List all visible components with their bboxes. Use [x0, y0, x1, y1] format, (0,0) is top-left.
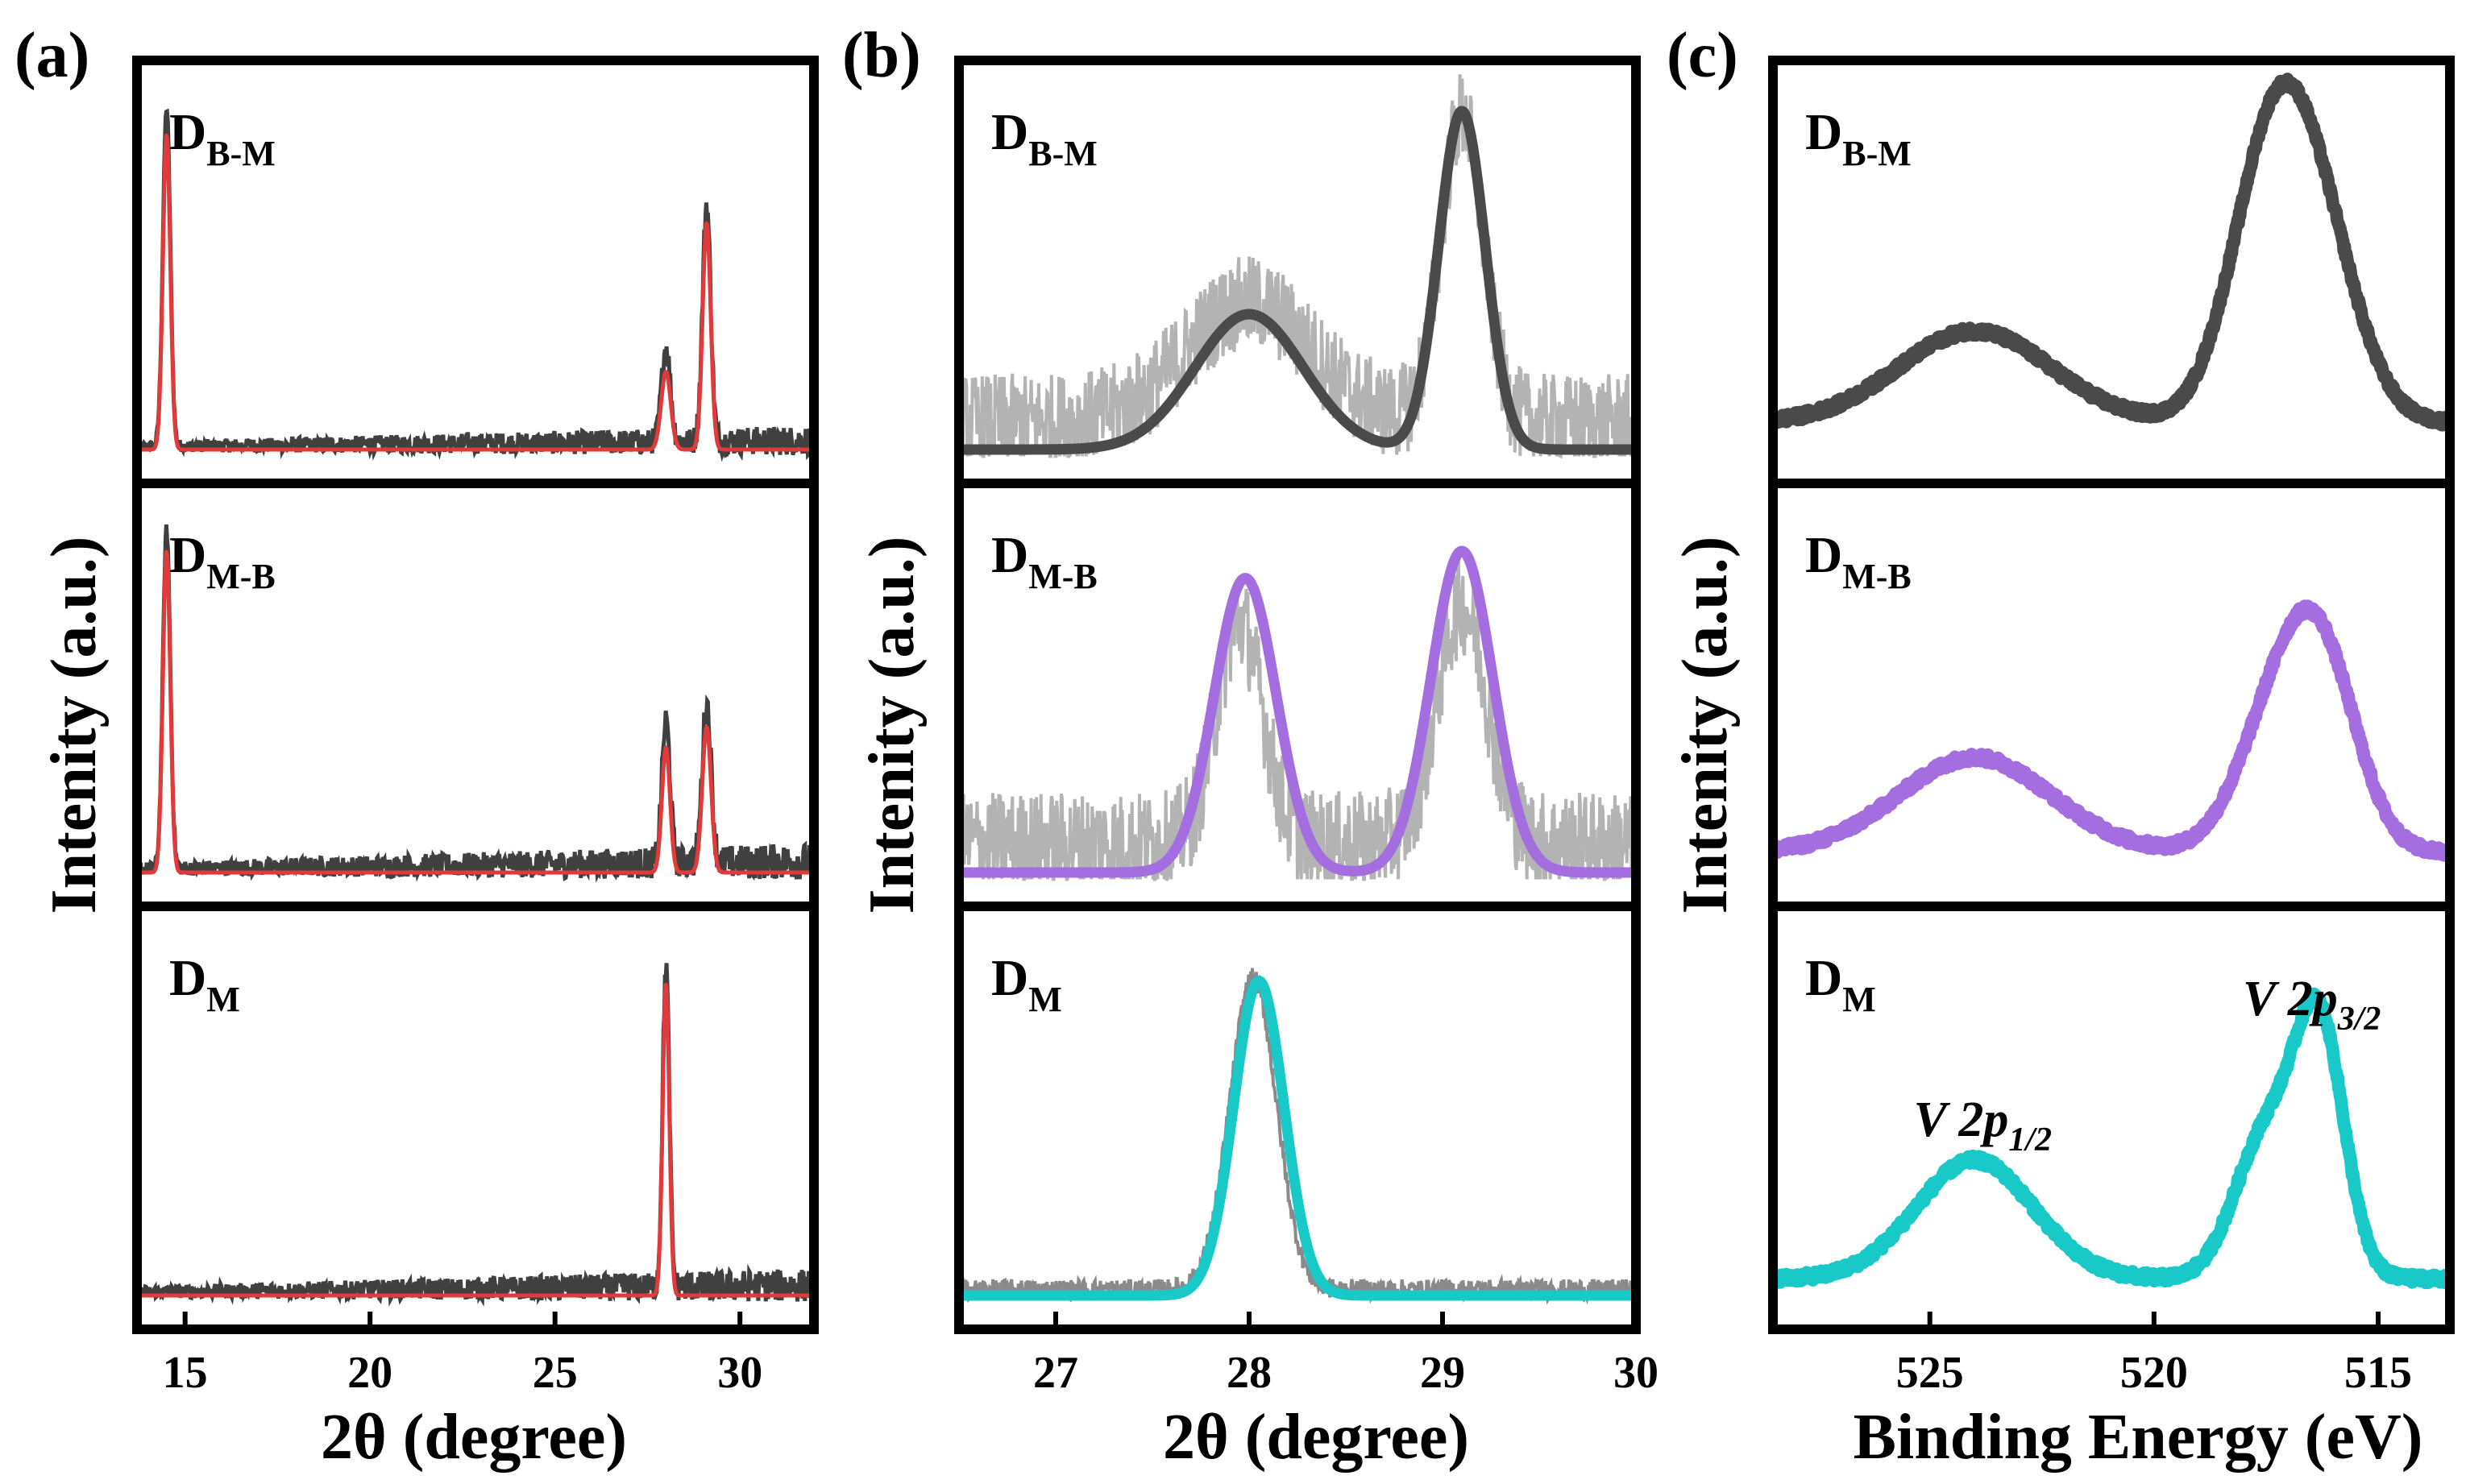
subplot-data: [137, 963, 814, 1307]
subplot-c-3: DM: [1768, 902, 2455, 1334]
subplot-c-1: DB-M: [1768, 56, 2455, 488]
subplot-data: [959, 74, 1636, 459]
subplot-frame: [132, 902, 819, 1334]
series-label: DB-M: [991, 103, 1098, 173]
subplot-a-1: DB-M: [132, 56, 819, 488]
subplot-c-2: DM-B: [1768, 479, 2455, 911]
subplot-frame: [132, 56, 819, 488]
subplot-frame: [954, 902, 1641, 1334]
panel-letter-b: (b): [842, 20, 921, 91]
x-tick-label: 515: [2344, 1348, 2412, 1398]
x-tick-label: 20: [347, 1348, 392, 1398]
subplot-a-2: DM-B: [132, 479, 819, 911]
fit-curve-line: [959, 106, 1636, 455]
series-label: DM-B: [991, 526, 1098, 596]
series-label: DM: [1805, 949, 1876, 1019]
panel-letter-c: (c): [1667, 20, 1738, 91]
xps-spectrum-line: [1773, 599, 2450, 862]
x-axis-label-c: Binding Energy (eV): [1854, 1402, 2423, 1473]
x-tick-label: 28: [1227, 1348, 1272, 1398]
series-label: DM-B: [169, 526, 276, 596]
y-axis-label-a: Intenity (a.u.): [39, 537, 110, 914]
peak-annotation: V 2p3/2: [2243, 972, 2381, 1038]
x-tick-label: 30: [717, 1348, 762, 1398]
series-label: DM: [169, 949, 240, 1019]
raw-spectrum-line: [959, 74, 1636, 459]
subplot-frame: [132, 479, 819, 911]
fit-curve-line: [137, 549, 814, 875]
subplot-data: [959, 545, 1636, 881]
xps-spectrum-line: [1773, 73, 2450, 432]
fit-curve-line: [959, 975, 1636, 1301]
x-tick-label: 27: [1033, 1348, 1078, 1398]
xps-spectrum-line: [1773, 987, 2450, 1290]
x-tick-label: 15: [163, 1348, 208, 1398]
x-tick-label: 25: [533, 1348, 578, 1398]
series-label: DM: [991, 949, 1062, 1019]
panel-letter-a: (a): [15, 20, 89, 91]
raw-spectrum-line: [959, 968, 1636, 1305]
series-label: DB-M: [169, 103, 276, 173]
subplot-data: [959, 968, 1636, 1305]
raw-spectrum-line: [959, 557, 1636, 881]
x-tick-label: 30: [1613, 1348, 1659, 1398]
subplot-b-3: DM: [954, 902, 1641, 1334]
peak-annotation: V 2p1/2: [1914, 1092, 2052, 1159]
subplot-frame: [1768, 902, 2455, 1334]
y-axis-label-b: Intenity (a.u.): [857, 537, 928, 914]
subplot-data: [137, 524, 814, 883]
subplot-data: [1773, 73, 2450, 432]
x-axis-label-b: 2θ (degree): [1163, 1402, 1469, 1473]
series-label: DM-B: [1805, 526, 1912, 596]
subplot-data: [1773, 987, 2450, 1290]
y-axis-label-c: Intenity (a.u.): [1670, 537, 1741, 914]
subplot-data: [137, 108, 814, 462]
fit-curve-line: [137, 133, 814, 452]
fit-curve-line: [137, 982, 814, 1298]
series-label: DB-M: [1805, 103, 1912, 173]
x-tick-label: 525: [1896, 1348, 1964, 1398]
fit-curve-line: [959, 545, 1636, 878]
x-tick-label: 29: [1420, 1348, 1465, 1398]
subplot-b-1: DB-M: [954, 56, 1641, 488]
x-axis-label-a: 2θ (degree): [321, 1402, 627, 1473]
plot-layer: DB-M DM-B DM 15 20 25 30 DB-M DM-B DM 27 28 29 30 DB-M…: [132, 56, 2455, 1398]
subplot-b-2: DM-B: [954, 479, 1641, 911]
subplot-a-3: DM: [132, 902, 819, 1334]
x-tick-label: 520: [2120, 1348, 2188, 1398]
subplot-data: [1773, 599, 2450, 862]
